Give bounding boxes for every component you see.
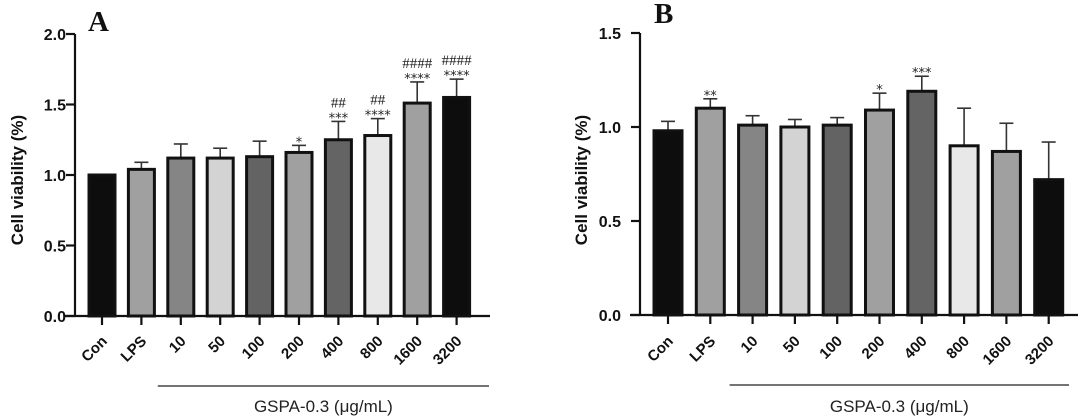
x-tick-label-400: 400 <box>901 333 931 363</box>
panel-a: A Cell viability (%) Con LPS 10 50 100 * 200 **… <box>8 6 490 416</box>
significance-hashes-400: ## <box>331 95 347 111</box>
significance-hashes-1600: #### <box>402 56 433 72</box>
bar-1600 <box>402 101 432 318</box>
x-tick-label-400: 400 <box>318 333 348 363</box>
bar-400 <box>906 89 938 317</box>
bar-10 <box>166 156 196 318</box>
bar-800 <box>948 144 980 317</box>
x-tick-label-1600: 1600 <box>980 333 1016 369</box>
panel-b: B Cell viability (%) Con ** LPS 10 50 100 * 200… <box>572 0 1078 416</box>
bar-200 <box>864 108 895 317</box>
panel-label-a: A <box>88 6 109 38</box>
y-tick-label: 1.5 <box>599 26 621 43</box>
y-axis-title-b: Cell viability (%) <box>572 115 591 245</box>
bar-50 <box>205 156 235 318</box>
x-tick-label-100: 100 <box>239 333 269 363</box>
x-tick-label-Con: Con <box>78 333 111 366</box>
y-axis-title-a: Cell viability (%) <box>8 115 27 245</box>
x-tick-label-10: 10 <box>738 333 762 357</box>
x-tick-label-800: 800 <box>357 333 387 363</box>
y-tick-label: 0.5 <box>599 214 621 231</box>
x-tick-label-200: 200 <box>859 333 889 363</box>
x-tick-label-200: 200 <box>278 333 308 363</box>
x-tick-label-50: 50 <box>205 333 229 357</box>
bar-800 <box>363 134 393 318</box>
significance-stars-LPS: ** <box>704 89 718 104</box>
significance-stars-200: * <box>876 83 883 98</box>
significance-stars-3200: **** <box>444 69 471 84</box>
x-tick-label-800: 800 <box>943 333 973 363</box>
bar-1600 <box>990 149 1022 317</box>
bar-50 <box>779 125 811 317</box>
y-tick-label: 2.0 <box>44 27 66 44</box>
x-tick-label-Con: Con <box>644 333 677 366</box>
x-tick-label-3200: 3200 <box>1022 333 1058 369</box>
bar-LPS <box>694 106 726 317</box>
bar-10 <box>737 123 769 317</box>
significance-stars-200: * <box>296 135 303 150</box>
y-tick-label: 1.0 <box>599 120 621 137</box>
y-tick-label: 0.5 <box>44 239 66 256</box>
x-tick-label-100: 100 <box>816 333 846 363</box>
bar-3200 <box>442 95 472 318</box>
group-bracket-label: GSPA-0.3 (μg/mL) <box>830 397 969 416</box>
x-tick-label-LPS: LPS <box>118 333 151 366</box>
y-tick-label: 1.5 <box>44 98 66 115</box>
significance-stars-800: **** <box>365 109 392 124</box>
panel-label-b: B <box>654 0 673 30</box>
x-tick-label-1600: 1600 <box>390 333 426 369</box>
bar-100 <box>245 155 275 318</box>
bar-Con <box>652 129 684 317</box>
bar-3200 <box>1033 178 1065 317</box>
bar-200 <box>284 150 314 318</box>
x-tick-label-10: 10 <box>166 333 190 357</box>
bar-100 <box>821 123 853 317</box>
x-tick-label-LPS: LPS <box>686 333 719 366</box>
bar-400 <box>323 138 353 318</box>
x-tick-label-50: 50 <box>780 333 804 357</box>
significance-hashes-3200: #### <box>442 53 473 69</box>
bar-LPS <box>126 167 156 318</box>
significance-stars-400: *** <box>329 111 349 126</box>
bar-Con <box>87 173 117 318</box>
significance-stars-1600: **** <box>404 72 431 87</box>
y-tick-label: 0.0 <box>599 308 621 325</box>
y-tick-label: 0.0 <box>44 309 66 326</box>
x-tick-label-3200: 3200 <box>430 333 466 369</box>
significance-hashes-800: ## <box>370 93 386 109</box>
significance-stars-400: *** <box>912 66 932 81</box>
y-tick-label: 1.0 <box>44 168 66 185</box>
group-bracket-label: GSPA-0.3 (μg/mL) <box>254 397 393 416</box>
